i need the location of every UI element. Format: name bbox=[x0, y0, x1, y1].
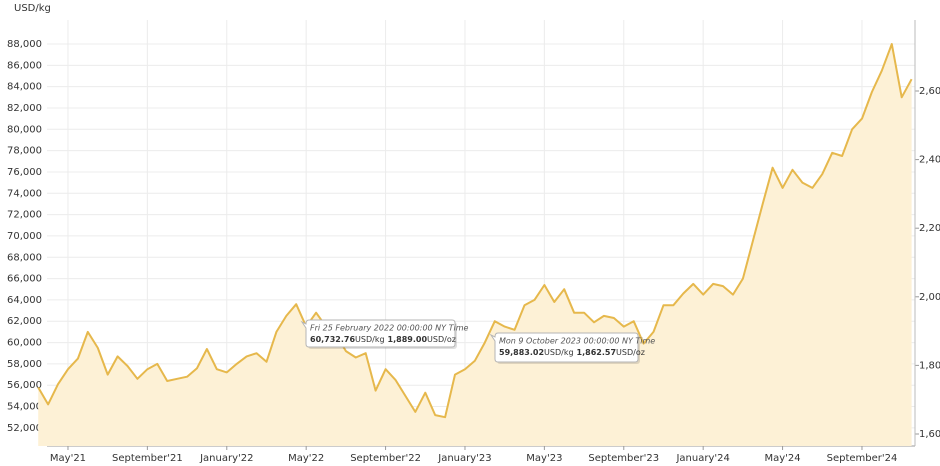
y-axis-label: USD/kg bbox=[14, 3, 51, 14]
tooltip-date: Mon 9 October 2023 00:00:00 NY Time bbox=[499, 337, 655, 346]
y2-tick-label: 1,600 bbox=[919, 429, 940, 440]
y-tick-label: 88,000 bbox=[7, 39, 42, 50]
y-tick-label: 52,000 bbox=[7, 423, 42, 434]
y2-tick-label: 2,200 bbox=[919, 223, 940, 234]
y-tick-label: 66,000 bbox=[7, 274, 42, 285]
y-tick-label: 80,000 bbox=[7, 124, 42, 135]
x-tick-label: September'23 bbox=[588, 453, 659, 464]
x-tick-label: May'24 bbox=[764, 453, 800, 464]
x-tick-label: September'24 bbox=[827, 453, 898, 464]
tooltip: Mon 9 October 2023 00:00:00 NY Time 59,88… bbox=[489, 332, 655, 364]
x-tick-label: September'22 bbox=[350, 453, 421, 464]
tooltip-oz-unit: USD/oz bbox=[616, 348, 645, 357]
x-tick-label: January'22 bbox=[199, 453, 253, 464]
y-tick-label: 86,000 bbox=[7, 60, 42, 71]
y-tick-label: 64,000 bbox=[7, 295, 42, 306]
x-tick-label: January'23 bbox=[437, 453, 491, 464]
x-tick-label: May'21 bbox=[50, 453, 86, 464]
x-tick-label: May'23 bbox=[526, 453, 562, 464]
y-tick-label: 56,000 bbox=[7, 380, 42, 391]
y2-tick-label: 2,000 bbox=[919, 292, 940, 303]
y-tick-label: 62,000 bbox=[7, 316, 42, 327]
y-tick-label: 76,000 bbox=[7, 167, 42, 178]
y-tick-label: 72,000 bbox=[7, 210, 42, 221]
tooltip-date: Fri 25 February 2022 00:00:00 NY Time bbox=[310, 324, 469, 333]
x-tick-label: May'22 bbox=[288, 453, 324, 464]
tooltip: Fri 25 February 2022 00:00:00 NY Time 60,… bbox=[300, 319, 469, 349]
y2-tick-label: 2,600 bbox=[919, 86, 940, 97]
y-tick-label: 78,000 bbox=[7, 146, 42, 157]
tooltip-oz-unit: USD/oz bbox=[427, 335, 456, 344]
tooltip-kg-unit: USD/kg bbox=[355, 335, 385, 344]
y-tick-label: 54,000 bbox=[7, 402, 42, 413]
area bbox=[38, 44, 912, 446]
tooltip-values: 59,883.02USD/kg 1,862.57USD/oz bbox=[499, 348, 645, 357]
y-tick-label: 84,000 bbox=[7, 82, 42, 93]
x-tick-label: January'24 bbox=[675, 453, 729, 464]
y-tick-label: 68,000 bbox=[7, 252, 42, 263]
tooltip-kg-unit: USD/kg bbox=[544, 348, 574, 357]
y-tick-label: 82,000 bbox=[7, 103, 42, 114]
tooltip-kg-value: 59,883.02 bbox=[499, 348, 544, 357]
tooltip-oz-value: 1,862.57 bbox=[577, 348, 616, 357]
y-tick-label: 74,000 bbox=[7, 188, 42, 199]
tooltip-oz-value: 1,889.00 bbox=[388, 335, 428, 344]
y2-tick-label: 1,800 bbox=[919, 360, 940, 371]
y-tick-label: 70,000 bbox=[7, 231, 42, 242]
y-tick-label: 58,000 bbox=[7, 359, 42, 370]
y2-tick-label: 2,400 bbox=[919, 155, 940, 166]
line bbox=[37, 43, 913, 419]
y-tick-label: 60,000 bbox=[7, 338, 42, 349]
tooltip-kg-value: 60,732.76 bbox=[310, 335, 355, 344]
x-tick-label: September'21 bbox=[112, 453, 183, 464]
tooltip-values: 60,732.76USD/kg 1,889.00USD/oz bbox=[310, 335, 456, 344]
tooltip-box bbox=[489, 332, 639, 363]
tooltip-box bbox=[300, 319, 456, 348]
